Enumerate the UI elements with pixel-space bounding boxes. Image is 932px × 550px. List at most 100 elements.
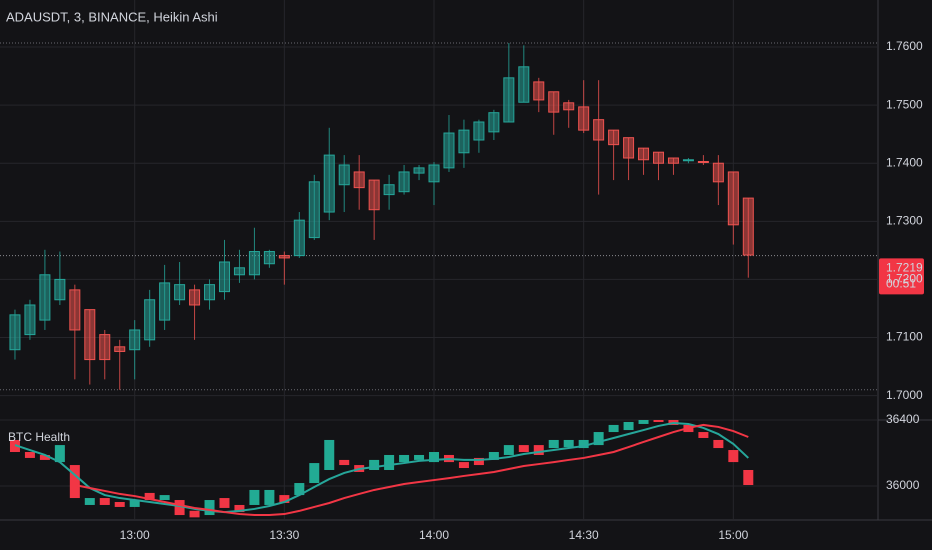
candle-body (653, 151, 664, 164)
indicator-candle (54, 445, 65, 463)
candle-body (353, 171, 365, 189)
indicator-candle (189, 510, 200, 518)
candle-body (9, 314, 21, 351)
y-tick-label: 1.7300 (886, 213, 923, 227)
indicator-candle (608, 424, 619, 433)
indicator-candle (743, 469, 754, 486)
candle-body (39, 274, 51, 321)
indicator-candle (249, 489, 260, 505)
candle-body (563, 102, 575, 111)
indicator-candle (234, 504, 245, 513)
candle-body (428, 164, 440, 183)
indicator-candle (623, 421, 634, 431)
candle-body (548, 91, 560, 113)
indicator-line (74, 423, 749, 517)
candle-body (278, 255, 290, 259)
indicator-candle (653, 420, 664, 422)
indicator-candle (593, 432, 604, 446)
indicator-candle (503, 445, 514, 455)
candle-body (263, 251, 275, 265)
chart-title: ADAUSDT, 3, BINANCE, Heikin Ashi (6, 9, 218, 24)
candle-body (293, 219, 305, 257)
candle-body (593, 119, 605, 141)
indicator-candle (39, 454, 50, 460)
candle-body (712, 162, 724, 183)
candle-body (443, 132, 455, 169)
candle-body (144, 299, 156, 341)
marks (9, 42, 924, 518)
indicator-candle (144, 492, 155, 501)
candle-body (697, 160, 709, 163)
indicator-candle (563, 439, 574, 448)
grid (0, 0, 878, 520)
candle-body (518, 66, 530, 103)
candle-body (488, 112, 500, 133)
indicator-candle (458, 462, 469, 469)
indicator-candle (129, 500, 140, 507)
candle-body (308, 181, 320, 239)
candle-body (667, 157, 679, 164)
price-badge (879, 258, 924, 295)
indicator-candle (294, 483, 305, 496)
indicator-candle (219, 498, 230, 508)
candle-body (174, 284, 186, 301)
candle-body (338, 164, 350, 186)
indicator-candle (324, 439, 335, 470)
candle-body (458, 129, 470, 154)
candle-body (159, 282, 171, 321)
x-tick-label: 15:00 (718, 528, 748, 542)
indicator-candle (99, 498, 110, 505)
candle-body (578, 106, 590, 131)
candle-body (398, 171, 410, 193)
y-tick-label: 1.7200 (886, 272, 923, 286)
labels: 13:00 13:30 14:00 14:30 15:00 1.7600 1.7500 1.7… (120, 39, 923, 542)
indicator-candle (414, 454, 425, 460)
y-tick-label: 1.7500 (886, 97, 923, 111)
indicator-candle (204, 500, 215, 516)
indicator-candle (548, 439, 559, 449)
candle-body (368, 179, 380, 211)
indicator-candle (279, 495, 290, 503)
candle-body (682, 159, 694, 162)
indicator-candle (713, 439, 724, 449)
candle-body (99, 334, 111, 361)
indicator-title: BTC Health (8, 430, 70, 444)
indicator-candle (384, 454, 395, 470)
candle-body (233, 267, 245, 276)
candle-body (114, 346, 126, 352)
indicator-candle (69, 465, 80, 499)
indicator-candle (174, 500, 185, 516)
candle-body (54, 278, 66, 301)
y-tick-label: 36400 (886, 412, 920, 426)
x-tick-label: 13:30 (269, 528, 299, 542)
indicator-candle (698, 432, 709, 438)
indicator-candle (159, 495, 170, 501)
y-tick-label: 1.7000 (886, 388, 923, 402)
countdown: 00:51 (886, 277, 916, 291)
indicator-candle (533, 445, 544, 455)
indicator-candle (638, 420, 649, 424)
indicator-candle (473, 457, 484, 466)
candle-body (473, 121, 485, 141)
indicator-candle (578, 439, 589, 449)
indicator-candle (399, 454, 410, 463)
candle-body (638, 147, 650, 161)
indicator-candle (309, 463, 320, 484)
indicator-candle (488, 452, 499, 460)
indicator-candle (369, 459, 380, 470)
candle-body (129, 329, 141, 351)
candle-body (323, 154, 335, 213)
candle-body (727, 171, 739, 226)
candle-body (69, 289, 81, 331)
candle-body (84, 309, 96, 361)
y-tick-label: 1.7100 (886, 330, 923, 344)
x-tick-label: 14:00 (419, 528, 449, 542)
y-tick-label: 1.7600 (886, 39, 923, 53)
candle-body (24, 304, 36, 336)
candle-body (413, 167, 425, 174)
candle-body (623, 137, 635, 159)
indicator-candle (518, 445, 529, 453)
indicator-candle (264, 489, 275, 505)
